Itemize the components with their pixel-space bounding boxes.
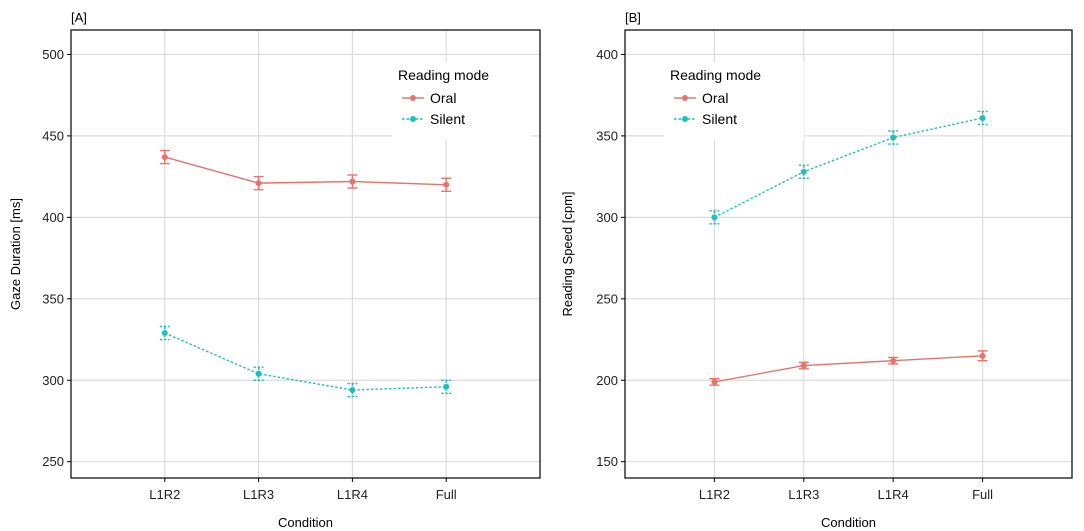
legend-title: Reading mode: [670, 67, 761, 83]
legend: Reading mode Oral Silent: [392, 62, 532, 140]
data-point: [711, 378, 718, 385]
chart-panel-a: [A] 250 300 350 400 450 500 L1R2 L1R3 L1R4 Full Con…: [8, 10, 541, 530]
panel-label: [A]: [71, 10, 87, 25]
y-tick-label: 350: [596, 128, 618, 143]
data-point: [161, 154, 168, 161]
y-tick-label: 450: [42, 128, 64, 143]
legend-title: Reading mode: [398, 67, 489, 83]
x-tick-label: L1R4: [337, 487, 368, 502]
y-tick-label: 250: [42, 454, 64, 469]
plot-frame: [70, 29, 541, 479]
data-point: [349, 387, 356, 394]
error-bar: [709, 210, 720, 225]
data-point: [890, 357, 897, 364]
y-tick-label: 300: [42, 373, 64, 388]
x-axis-title: Condition: [278, 515, 333, 530]
error-bar: [253, 366, 264, 381]
legend-swatch-point: [410, 95, 416, 101]
x-tick-label: L1R3: [243, 487, 274, 502]
error-bar: [977, 110, 988, 126]
error-bar: [159, 325, 170, 341]
y-axis-title: Reading Speed [cpm]: [560, 191, 575, 316]
y-tick-label: 300: [596, 210, 618, 225]
y-tick-label: 250: [596, 291, 618, 306]
legend-swatch-point: [682, 116, 688, 122]
legend-label: Oral: [430, 90, 456, 106]
data-point: [711, 214, 718, 221]
error-bar: [441, 379, 452, 394]
series-line-oral: [164, 156, 447, 186]
x-axis-title: Condition: [821, 515, 876, 530]
y-tick-label: 400: [42, 210, 64, 225]
chart-panel-b: [B] 150 200 250 300 350 400 L1R2 L1R3 L1R4 Full Con…: [560, 10, 1073, 530]
error-bar: [888, 130, 899, 145]
series-oral: [159, 149, 452, 192]
legend-label: Oral: [702, 90, 728, 106]
data-point: [800, 362, 807, 369]
y-tick-label: 350: [42, 291, 64, 306]
x-tick-label: L1R2: [699, 487, 730, 502]
series-oral: [709, 350, 988, 386]
series-silent: [709, 110, 988, 225]
x-tick-label: Full: [436, 487, 457, 502]
legend-box: [664, 62, 804, 140]
data-point: [979, 352, 986, 359]
x-tick-label: L1R2: [149, 487, 180, 502]
data-point: [979, 114, 986, 121]
x-tick-label: L1R3: [788, 487, 819, 502]
data-point: [255, 180, 262, 187]
data-point: [255, 370, 262, 377]
y-tick-label: 200: [596, 373, 618, 388]
error-bar: [347, 382, 358, 398]
legend-label: Silent: [702, 111, 737, 127]
series-line-oral: [714, 355, 983, 383]
y-tick-label: 400: [596, 47, 618, 62]
y-tick-label: 150: [596, 454, 618, 469]
legend-swatch-point: [410, 116, 416, 122]
data-point: [800, 168, 807, 175]
legend-swatch-point: [682, 95, 688, 101]
series-line-silent: [714, 117, 983, 218]
series-line-silent: [164, 332, 447, 391]
data-point: [349, 178, 356, 185]
y-tick-label: 500: [42, 47, 64, 62]
plot-frame: [624, 29, 1073, 479]
data-point: [161, 330, 168, 337]
series-silent: [159, 325, 452, 398]
legend-box: [392, 62, 532, 140]
data-point: [443, 181, 450, 188]
error-bar: [798, 164, 809, 179]
y-axis-title: Gaze Duration [ms]: [8, 198, 23, 310]
x-tick-label: Full: [972, 487, 993, 502]
x-tick-label: L1R4: [878, 487, 909, 502]
data-point: [890, 134, 897, 141]
legend-label: Silent: [430, 111, 465, 127]
legend: Reading mode Oral Silent: [664, 62, 804, 140]
panel-label: [B]: [625, 10, 641, 25]
data-point: [443, 383, 450, 390]
